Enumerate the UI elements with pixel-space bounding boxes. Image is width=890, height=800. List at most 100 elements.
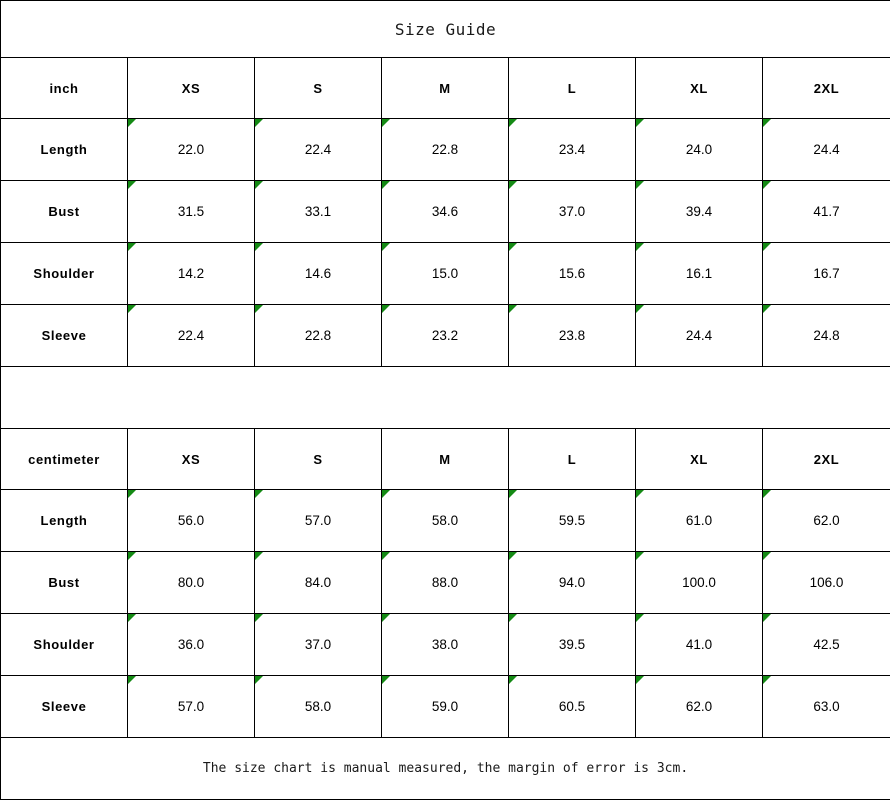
cell-corner-flag-icon: [382, 119, 390, 127]
measurement-value: 80.0: [128, 552, 255, 614]
cell-corner-flag-icon: [763, 119, 771, 127]
measurement-value: 31.5: [128, 181, 255, 243]
measurement-value: 24.4: [763, 119, 890, 181]
cell-corner-flag-icon: [763, 614, 771, 622]
cell-corner-flag-icon: [763, 676, 771, 684]
cell-corner-flag-icon: [763, 305, 771, 313]
measurement-value: 16.1: [636, 243, 763, 305]
measurement-value: 106.0: [763, 552, 890, 614]
cell-corner-flag-icon: [382, 181, 390, 189]
cell-corner-flag-icon: [255, 490, 263, 498]
cell-corner-flag-icon: [509, 305, 517, 313]
cell-corner-flag-icon: [509, 243, 517, 251]
cell-corner-flag-icon: [128, 614, 136, 622]
measurement-value: 59.0: [382, 676, 509, 738]
measurement-value: 57.0: [255, 490, 382, 552]
cell-corner-flag-icon: [636, 305, 644, 313]
cell-corner-flag-icon: [255, 676, 263, 684]
measurement-value: 23.2: [382, 305, 509, 367]
measurement-value: 41.7: [763, 181, 890, 243]
measurement-label-shoulder: Shoulder: [1, 614, 128, 676]
cell-corner-flag-icon: [763, 243, 771, 251]
cell-corner-flag-icon: [763, 490, 771, 498]
size-header-m: M: [382, 58, 509, 119]
cell-corner-flag-icon: [763, 552, 771, 560]
cell-corner-flag-icon: [255, 614, 263, 622]
size-header-s: S: [255, 429, 382, 490]
cell-corner-flag-icon: [382, 305, 390, 313]
cell-corner-flag-icon: [128, 119, 136, 127]
cell-corner-flag-icon: [128, 552, 136, 560]
measurement-value: 22.8: [255, 305, 382, 367]
measurement-label-length: Length: [1, 490, 128, 552]
measurement-value: 14.2: [128, 243, 255, 305]
cell-corner-flag-icon: [636, 181, 644, 189]
cell-corner-flag-icon: [509, 552, 517, 560]
cell-corner-flag-icon: [636, 614, 644, 622]
cell-corner-flag-icon: [255, 552, 263, 560]
measurement-label-length: Length: [1, 119, 128, 181]
measurement-value: 39.5: [509, 614, 636, 676]
measurement-value: 88.0: [382, 552, 509, 614]
cell-corner-flag-icon: [255, 243, 263, 251]
cell-corner-flag-icon: [509, 181, 517, 189]
cell-corner-flag-icon: [509, 490, 517, 498]
measurement-value: 39.4: [636, 181, 763, 243]
measurement-value: 58.0: [255, 676, 382, 738]
measurement-value: 36.0: [128, 614, 255, 676]
measurement-value: 94.0: [509, 552, 636, 614]
size-header-s: S: [255, 58, 382, 119]
measurement-value: 42.5: [763, 614, 890, 676]
size-header-l: L: [509, 58, 636, 119]
measurement-value: 61.0: [636, 490, 763, 552]
measurement-value: 84.0: [255, 552, 382, 614]
measurement-value: 34.6: [382, 181, 509, 243]
cell-corner-flag-icon: [763, 181, 771, 189]
cell-corner-flag-icon: [636, 243, 644, 251]
footer-region: The size chart is manual measured, the m…: [1, 738, 890, 800]
cell-corner-flag-icon: [509, 676, 517, 684]
cell-corner-flag-icon: [382, 243, 390, 251]
cell-corner-flag-icon: [636, 119, 644, 127]
cell-corner-flag-icon: [255, 181, 263, 189]
measurement-value: 41.0: [636, 614, 763, 676]
cell-corner-flag-icon: [382, 490, 390, 498]
size-header-l: L: [509, 429, 636, 490]
measurement-value: 62.0: [763, 490, 890, 552]
cell-corner-flag-icon: [636, 490, 644, 498]
unit-header-centimeter: centimeter: [1, 429, 128, 490]
size-header-2xl: 2XL: [763, 58, 890, 119]
measurement-value: 16.7: [763, 243, 890, 305]
size-header-xl: XL: [636, 429, 763, 490]
measurement-value: 62.0: [636, 676, 763, 738]
measurement-value: 15.0: [382, 243, 509, 305]
measurement-value: 57.0: [128, 676, 255, 738]
measurement-value: 56.0: [128, 490, 255, 552]
cell-corner-flag-icon: [382, 676, 390, 684]
measurement-value: 59.5: [509, 490, 636, 552]
cell-corner-flag-icon: [509, 119, 517, 127]
cell-corner-flag-icon: [255, 305, 263, 313]
measurement-value: 15.6: [509, 243, 636, 305]
measurement-label-shoulder: Shoulder: [1, 243, 128, 305]
measurement-label-bust: Bust: [1, 181, 128, 243]
measurement-label-sleeve: Sleeve: [1, 676, 128, 738]
page-title: Size Guide: [1, 1, 890, 58]
table-spacer-row: [1, 367, 890, 429]
cell-corner-flag-icon: [382, 614, 390, 622]
measurement-value: 60.5: [509, 676, 636, 738]
size-guide-body: Size Guide: [1, 1, 890, 58]
measurement-value: 22.8: [382, 119, 509, 181]
measurement-value: 63.0: [763, 676, 890, 738]
measurement-value: 23.4: [509, 119, 636, 181]
footer-note-row: The size chart is manual measured, the m…: [1, 738, 890, 800]
